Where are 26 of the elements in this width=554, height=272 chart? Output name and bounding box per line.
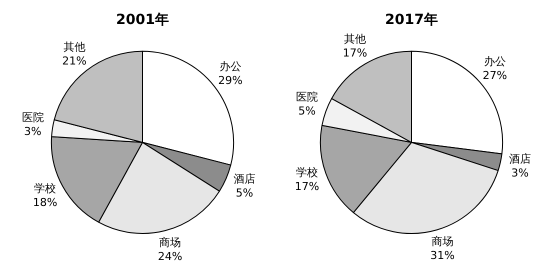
slice-label: 其他: [63, 40, 86, 54]
data-label: 24%: [158, 250, 182, 263]
slice-label: 商场: [431, 234, 454, 248]
data-label: 29%: [218, 74, 243, 88]
slice-label: 医院: [296, 90, 318, 104]
slice-label: 办公: [484, 54, 506, 68]
data-label: 17%: [342, 46, 368, 60]
slice-label: 商场: [159, 236, 182, 249]
data-label: 18%: [32, 196, 58, 209]
chart-title: 2001年: [116, 12, 169, 28]
data-label: 5%: [298, 104, 316, 118]
data-label: 3%: [24, 124, 42, 138]
slice-label: 酒店: [233, 172, 256, 186]
chart-title: 2017年: [385, 12, 438, 28]
data-label: 21%: [62, 54, 87, 68]
slice-label: 学校: [34, 182, 56, 195]
slice-label: 其他: [344, 32, 366, 46]
slice-label: 办公: [219, 60, 242, 74]
slice-label: 医院: [22, 110, 44, 124]
data-label: 3%: [511, 166, 529, 180]
data-label: 17%: [294, 180, 320, 193]
data-label: 27%: [482, 68, 508, 82]
data-label: 31%: [430, 248, 455, 262]
slice-label: 酒店: [508, 152, 531, 166]
slice-label: 学校: [296, 166, 318, 179]
data-label: 5%: [236, 186, 254, 200]
